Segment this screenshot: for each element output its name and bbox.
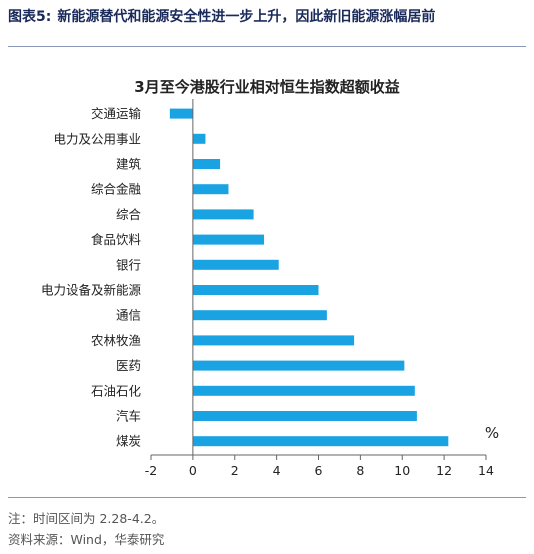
figure-number: 图表5: — [8, 9, 52, 25]
category-label: 电力设备及新能源 — [41, 283, 142, 298]
bar — [169, 108, 193, 119]
bar — [192, 285, 319, 295]
x-tick-label: 0 — [189, 463, 197, 478]
category-label: 综合金融 — [91, 182, 142, 197]
category-label: 石油石化 — [91, 383, 142, 398]
figure-header: 图表5: 新能源替代和能源安全性进一步上升，因此新旧能源涨幅居前 — [8, 6, 526, 26]
bar — [192, 436, 449, 447]
x-tick-label: 14 — [478, 463, 494, 478]
category-label: 汽车 — [116, 409, 141, 424]
bar — [192, 335, 355, 346]
category-label: 交通运输 — [91, 106, 142, 121]
bar — [192, 159, 221, 169]
bar — [192, 133, 206, 144]
bar — [192, 209, 254, 220]
bar — [192, 385, 415, 396]
footnote-source: 资料来源：Wind，华泰研究 — [8, 532, 165, 547]
category-label: 食品饮料 — [91, 232, 142, 247]
bar — [192, 259, 279, 270]
category-label: 电力及公用事业 — [53, 131, 141, 146]
figure-caption: 新能源替代和能源安全性进一步上升，因此新旧能源涨幅居前 — [57, 9, 436, 25]
x-tick-label: 10 — [394, 463, 410, 478]
chart-title: 3月至今港股行业相对恒生指数超额收益 — [134, 78, 400, 96]
bar — [192, 360, 405, 371]
footnote-note: 注：时间区间为 2.28-4.2。 — [8, 511, 165, 526]
x-tick-label: 8 — [356, 463, 364, 478]
category-label: 通信 — [116, 308, 141, 323]
x-tick-label: -2 — [145, 463, 157, 478]
x-tick-label: 12 — [436, 463, 452, 478]
category-label: 农林牧渔 — [91, 333, 141, 348]
category-label: 煤炭 — [116, 434, 141, 449]
bar — [192, 234, 265, 245]
bottom-divider — [8, 497, 526, 498]
bar — [192, 184, 229, 195]
bar — [192, 310, 327, 321]
unit-label: % — [485, 424, 499, 442]
category-label: 医药 — [116, 358, 141, 373]
category-label: 建筑 — [116, 157, 142, 172]
x-tick-label: 4 — [273, 463, 281, 478]
category-label: 银行 — [116, 257, 141, 272]
bar — [192, 411, 417, 421]
top-divider — [8, 46, 526, 47]
x-tick-label: 6 — [315, 463, 323, 478]
category-label: 综合 — [116, 207, 142, 222]
x-tick-label: 2 — [231, 463, 239, 478]
